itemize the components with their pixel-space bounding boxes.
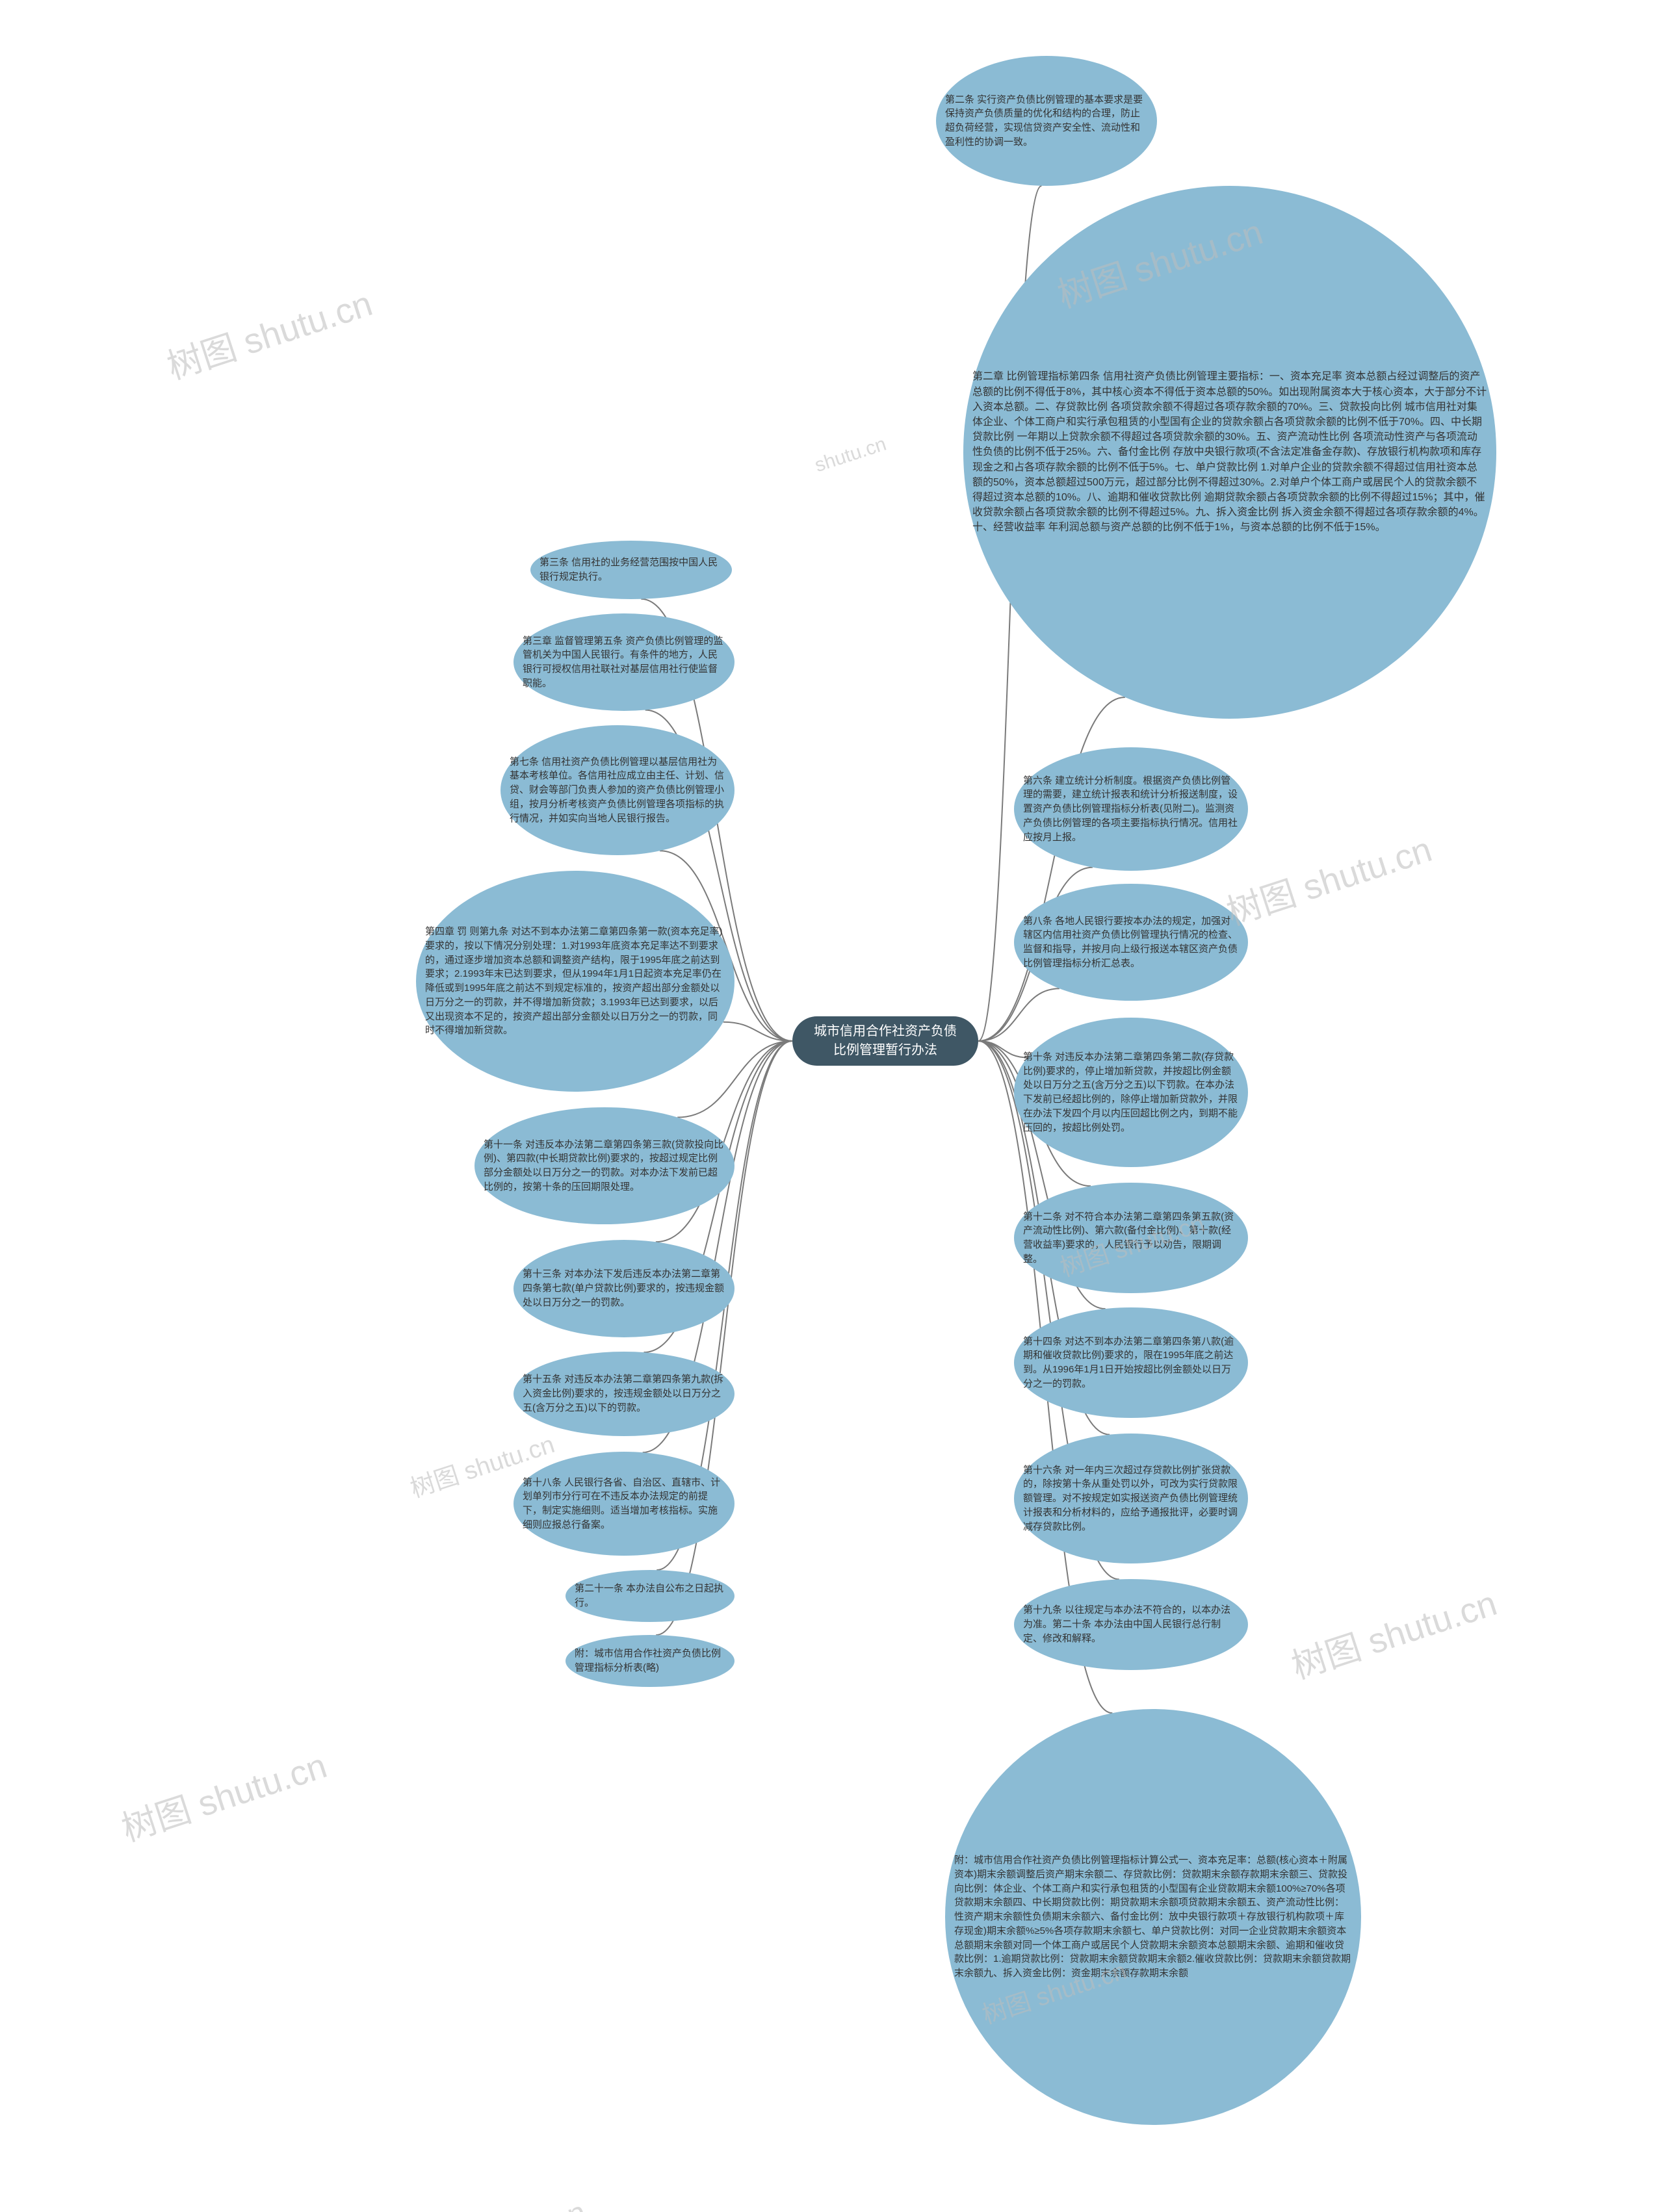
watermark: 树图 shutu.cn: [1219, 821, 1438, 935]
node-l4: 第四章 罚 则第九条 对达不到本办法第二章第四条第一款(资本充足率)要求的，按以…: [416, 871, 734, 1092]
node-text: 城市信用合作社资产负债 比例管理暂行办法: [801, 1022, 969, 1060]
edge: [723, 1022, 792, 1041]
watermark: 树图 shutu.cn: [1284, 1575, 1503, 1689]
node-text: 附：城市信用合作社资产负债比例管理指标分析表(略): [575, 1647, 725, 1675]
node-r2: 第二章 比例管理指标第四条 信用社资产负债比例管理主要指标：一、资本充足率 资本…: [963, 186, 1496, 719]
node-l7: 第十五条 对违反本办法第二章第四条第九款(拆入资金比例)要求的，按违规金额处以日…: [514, 1352, 734, 1436]
node-r1: 第二条 实行资产负债比例管理的基本要求是要保持资产负债质量的优化和结构的合理，防…: [936, 56, 1157, 186]
node-r7: 第十四条 对达不到本办法第二章第四条第八款(逾期和催收贷款比例)要求的，限在19…: [1014, 1307, 1248, 1418]
node-text: 第十九条 以往规定与本办法不符合的，以本办法为准。第二十条 本办法由中国人民银行…: [1023, 1603, 1239, 1645]
node-l8: 第十八条 人民银行各省、自治区、直辖市、计划单列市分行可在不违反本办法规定的前提…: [514, 1452, 734, 1556]
node-text: 第十二条 对不符合本办法第二章第四条第五款(资产流动性比例)、第六款(备付金比例…: [1023, 1210, 1239, 1267]
node-text: 第七条 信用社资产负债比例管理以基层信用社为基本考核单位。各信用社应成立由主任、…: [510, 755, 725, 826]
node-text: 第十五条 对违反本办法第二章第四条第九款(拆入资金比例)要求的，按违规金额处以日…: [523, 1372, 725, 1415]
node-text: 第二章 比例管理指标第四条 信用社资产负债比例管理主要指标：一、资本充足率 资本…: [972, 369, 1487, 535]
node-text: 第三章 监督管理第五条 资产负债比例管理的监管机关为中国人民银行。有条件的地方，…: [523, 634, 725, 691]
node-text: 第十一条 对违反本办法第二章第四条第三款(贷款投向比例)、第四款(中长期贷款比例…: [484, 1138, 725, 1194]
mindmap-canvas: 第二条 实行资产负债比例管理的基本要求是要保持资产负债质量的优化和结构的合理，防…: [0, 0, 1664, 2212]
node-r8: 第十六条 对一年内三次超过存贷款比例扩张贷款的，除按第十条从重处罚以外，可改为实…: [1014, 1434, 1248, 1563]
node-text: 第六条 建立统计分析制度。根据资产负债比例管理的需要，建立统计报表和统计分析报送…: [1023, 774, 1239, 845]
node-l1: 第三条 信用社的业务经营范围按中国人民银行规定执行。: [530, 541, 732, 599]
node-r5: 第十条 对违反本办法第二章第四条第二款(存贷款比例)要求的，停止增加新贷款，并按…: [1014, 1018, 1248, 1167]
node-text: 第十六条 对一年内三次超过存贷款比例扩张贷款的，除按第十条从重处罚以外，可改为实…: [1023, 1463, 1239, 1534]
node-text: 第二条 实行资产负债比例管理的基本要求是要保持资产负债质量的优化和结构的合理，防…: [945, 93, 1148, 149]
node-text: 第二十一条 本办法自公布之日起执行。: [575, 1582, 725, 1610]
node-r6: 第十二条 对不符合本办法第二章第四条第五款(资产流动性比例)、第六款(备付金比例…: [1014, 1183, 1248, 1293]
node-l5: 第十一条 对违反本办法第二章第四条第三款(贷款投向比例)、第四款(中长期贷款比例…: [474, 1107, 734, 1224]
node-text: 第十八条 人民银行各省、自治区、直辖市、计划单列市分行可在不违反本办法规定的前提…: [523, 1476, 725, 1532]
node-r3: 第六条 建立统计分析制度。根据资产负债比例管理的需要，建立统计报表和统计分析报送…: [1014, 747, 1248, 871]
watermark: shutu.cn: [812, 433, 889, 477]
node-l10: 附：城市信用合作社资产负债比例管理指标分析表(略): [566, 1635, 734, 1687]
watermark: 树图 shutu.cn: [114, 1737, 333, 1851]
node-l6: 第十三条 对本办法下发后违反本办法第二章第四条第七款(单户贷款比例)要求的，按违…: [514, 1240, 734, 1337]
edge: [978, 1041, 1028, 1057]
node-text: 第三条 信用社的业务经营范围按中国人民银行规定执行。: [540, 556, 723, 584]
edge: [978, 988, 1060, 1041]
node-r9: 第十九条 以往规定与本办法不符合的，以本办法为准。第二十条 本办法由中国人民银行…: [1014, 1579, 1248, 1670]
node-text: 附：城市信用合作社资产负债比例管理指标计算公式一、资本充足率：总额(核心资本＋附…: [954, 1853, 1352, 1981]
node-l9: 第二十一条 本办法自公布之日起执行。: [566, 1570, 734, 1622]
node-r4: 第八条 各地人民银行要按本办法的规定，加强对辖区内信用社资产负债比例管理执行情况…: [1014, 884, 1248, 1001]
node-text: 第四章 罚 则第九条 对达不到本办法第二章第四条第一款(资本充足率)要求的，按以…: [425, 925, 725, 1038]
watermark: cn: [548, 2194, 590, 2212]
node-text: 第十四条 对达不到本办法第二章第四条第八款(逾期和催收贷款比例)要求的，限在19…: [1023, 1335, 1239, 1391]
node-l2: 第三章 监督管理第五条 资产负债比例管理的监管机关为中国人民银行。有条件的地方，…: [514, 613, 734, 711]
center-node: 城市信用合作社资产负债 比例管理暂行办法: [792, 1016, 978, 1066]
node-r10: 附：城市信用合作社资产负债比例管理指标计算公式一、资本充足率：总额(核心资本＋附…: [945, 1709, 1361, 2125]
node-text: 第八条 各地人民银行要按本办法的规定，加强对辖区内信用社资产负债比例管理执行情况…: [1023, 914, 1239, 971]
node-l3: 第七条 信用社资产负债比例管理以基层信用社为基本考核单位。各信用社应成立由主任、…: [500, 725, 734, 855]
node-text: 第十条 对违反本办法第二章第四条第二款(存贷款比例)要求的，停止增加新贷款，并按…: [1023, 1050, 1239, 1135]
watermark: 树图 shutu.cn: [160, 275, 378, 389]
node-text: 第十三条 对本办法下发后违反本办法第二章第四条第七款(单户贷款比例)要求的，按违…: [523, 1267, 725, 1309]
